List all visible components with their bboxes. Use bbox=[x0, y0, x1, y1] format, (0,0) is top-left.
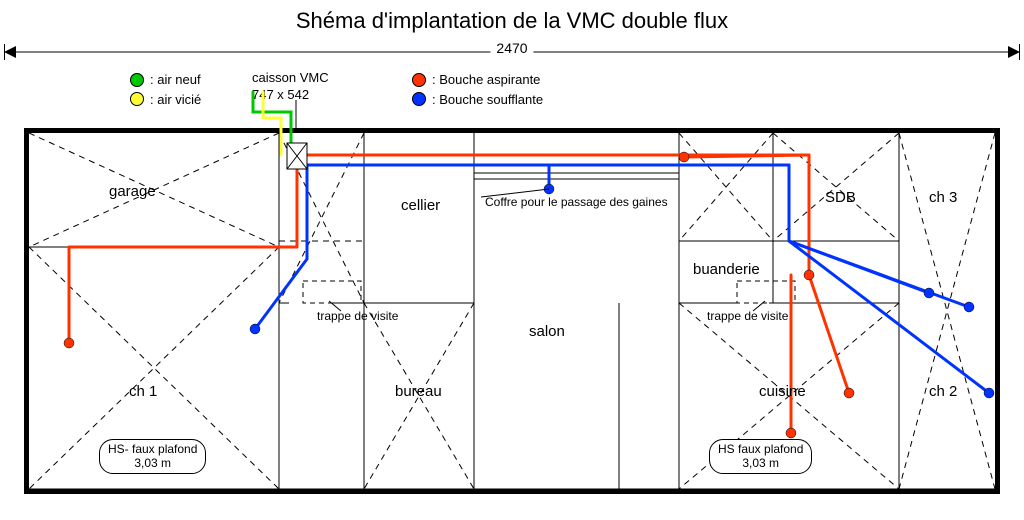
dot-air-neuf bbox=[130, 73, 144, 87]
caisson-line1: caisson VMC bbox=[252, 70, 329, 87]
room-ch3: ch 3 bbox=[929, 189, 957, 206]
badge-hs1: HS- faux plafond3,03 m bbox=[99, 439, 206, 474]
room-bureau: bureau bbox=[395, 383, 442, 400]
dot-aspirante bbox=[412, 73, 426, 87]
room-cuisine: cuisine bbox=[759, 383, 806, 400]
room-ch2: ch 2 bbox=[929, 383, 957, 400]
label-aspirante: : Bouche aspirante bbox=[432, 70, 540, 90]
room-buanderie: buanderie bbox=[693, 261, 760, 278]
badge-hs2: HS faux plafond3,03 m bbox=[709, 439, 812, 474]
room-ch1: ch 1 bbox=[129, 383, 157, 400]
note-trappe2: trappe de visite bbox=[707, 309, 788, 323]
dimension-label: 2470 bbox=[490, 40, 533, 56]
plan-svg bbox=[29, 133, 995, 489]
label-air-neuf: : air neuf bbox=[150, 70, 201, 90]
note-coffre: Coffre pour le passage des gaines bbox=[485, 195, 668, 209]
room-cellier: cellier bbox=[401, 197, 440, 214]
room-salon: salon bbox=[529, 323, 565, 340]
page-title: Shéma d'implantation de la VMC double fl… bbox=[0, 0, 1024, 34]
note-trappe1: trappe de visite bbox=[317, 309, 398, 323]
floor-plan: garage cellier ch 1 bureau salon buander… bbox=[24, 128, 1000, 494]
room-sdb: SDB bbox=[825, 189, 856, 206]
room-garage: garage bbox=[109, 183, 156, 200]
